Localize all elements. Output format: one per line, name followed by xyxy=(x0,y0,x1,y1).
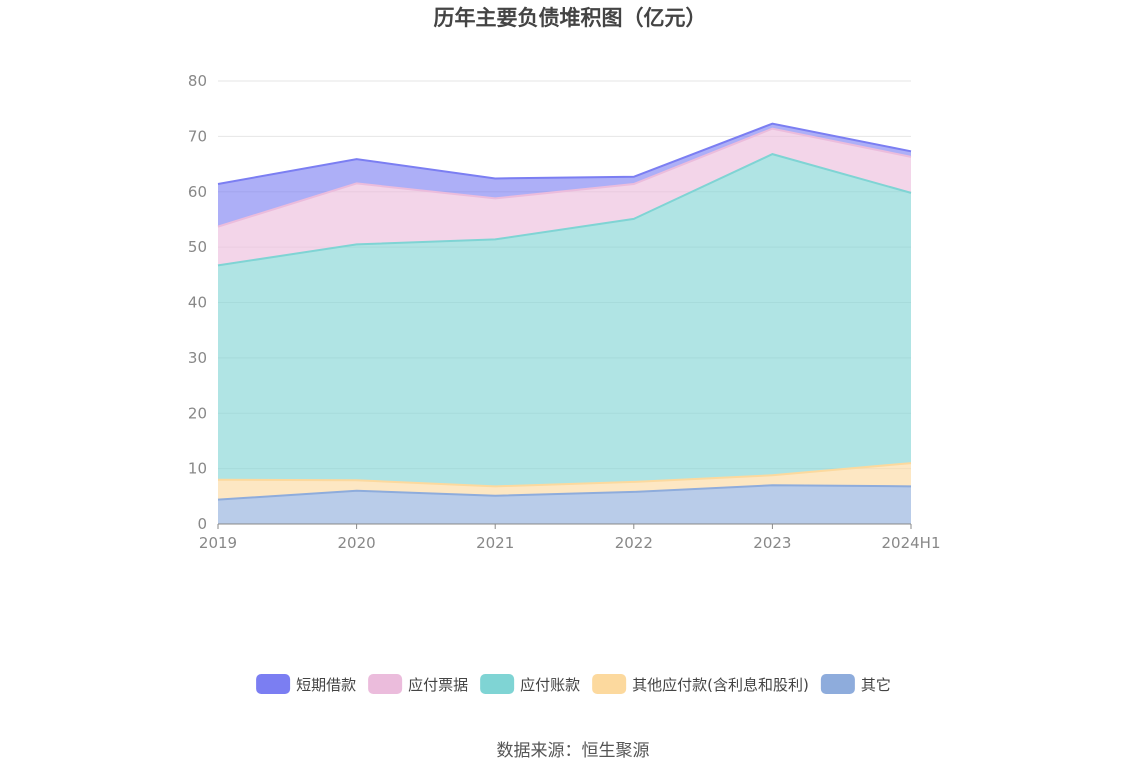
y-tick-label: 70 xyxy=(188,127,207,145)
series-line-其它 xyxy=(217,484,912,501)
x-tick-label: 2020 xyxy=(338,534,376,552)
y-tick-label: 60 xyxy=(188,183,207,201)
series-line-应付票据 xyxy=(217,127,912,228)
series-lines xyxy=(217,122,912,501)
stacked-areas xyxy=(218,123,911,524)
series-line-短期借款 xyxy=(217,122,912,185)
legend-swatch[interactable] xyxy=(592,674,627,694)
axes: 0 10 20 30 40 50 60 70 80 2019 2020 2021 2022 2023 202… xyxy=(188,72,941,552)
legend-label[interactable]: 其他应付款(含利息和股利) xyxy=(632,676,809,694)
x-tick-label: 2023 xyxy=(753,534,791,552)
legend[interactable]: 短期借款 应付票据 应付账款 其他应付款(含利息和股利) 其它 xyxy=(256,674,891,694)
legend-label[interactable]: 短期借款 xyxy=(296,676,356,694)
area-短期借款 xyxy=(218,123,911,227)
y-tick-label: 30 xyxy=(188,349,207,367)
area-其它 xyxy=(218,485,911,524)
y-tick-label: 0 xyxy=(197,515,207,533)
y-tick-label: 80 xyxy=(188,72,207,90)
y-tick-label: 50 xyxy=(188,238,207,256)
legend-label[interactable]: 应付票据 xyxy=(408,676,468,694)
data-source: 数据来源：恒生聚源 xyxy=(497,741,650,761)
x-tick-label: 2024H1 xyxy=(882,534,941,552)
x-tick-label: 2021 xyxy=(476,534,514,552)
x-tick-label: 2019 xyxy=(199,534,237,552)
legend-swatch[interactable] xyxy=(256,674,291,694)
x-tick-label: 2022 xyxy=(615,534,653,552)
chart-title: 历年主要负债堆积图（亿元） xyxy=(434,6,707,30)
y-tick-label: 40 xyxy=(188,294,207,312)
legend-label[interactable]: 其它 xyxy=(861,676,891,694)
series-line-其他应付款(含利息和股利) xyxy=(217,462,912,488)
area-应付票据 xyxy=(218,128,911,266)
series-line-应付账款 xyxy=(217,153,912,267)
area-应付账款 xyxy=(218,154,911,487)
area-其他应付款(含利息和股利) xyxy=(218,463,911,500)
y-tick-label: 20 xyxy=(188,404,207,422)
legend-label[interactable]: 应付账款 xyxy=(520,676,580,694)
legend-swatch[interactable] xyxy=(368,674,403,694)
y-tick-label: 10 xyxy=(188,460,207,478)
legend-swatch[interactable] xyxy=(820,674,855,694)
legend-swatch[interactable] xyxy=(480,674,515,694)
